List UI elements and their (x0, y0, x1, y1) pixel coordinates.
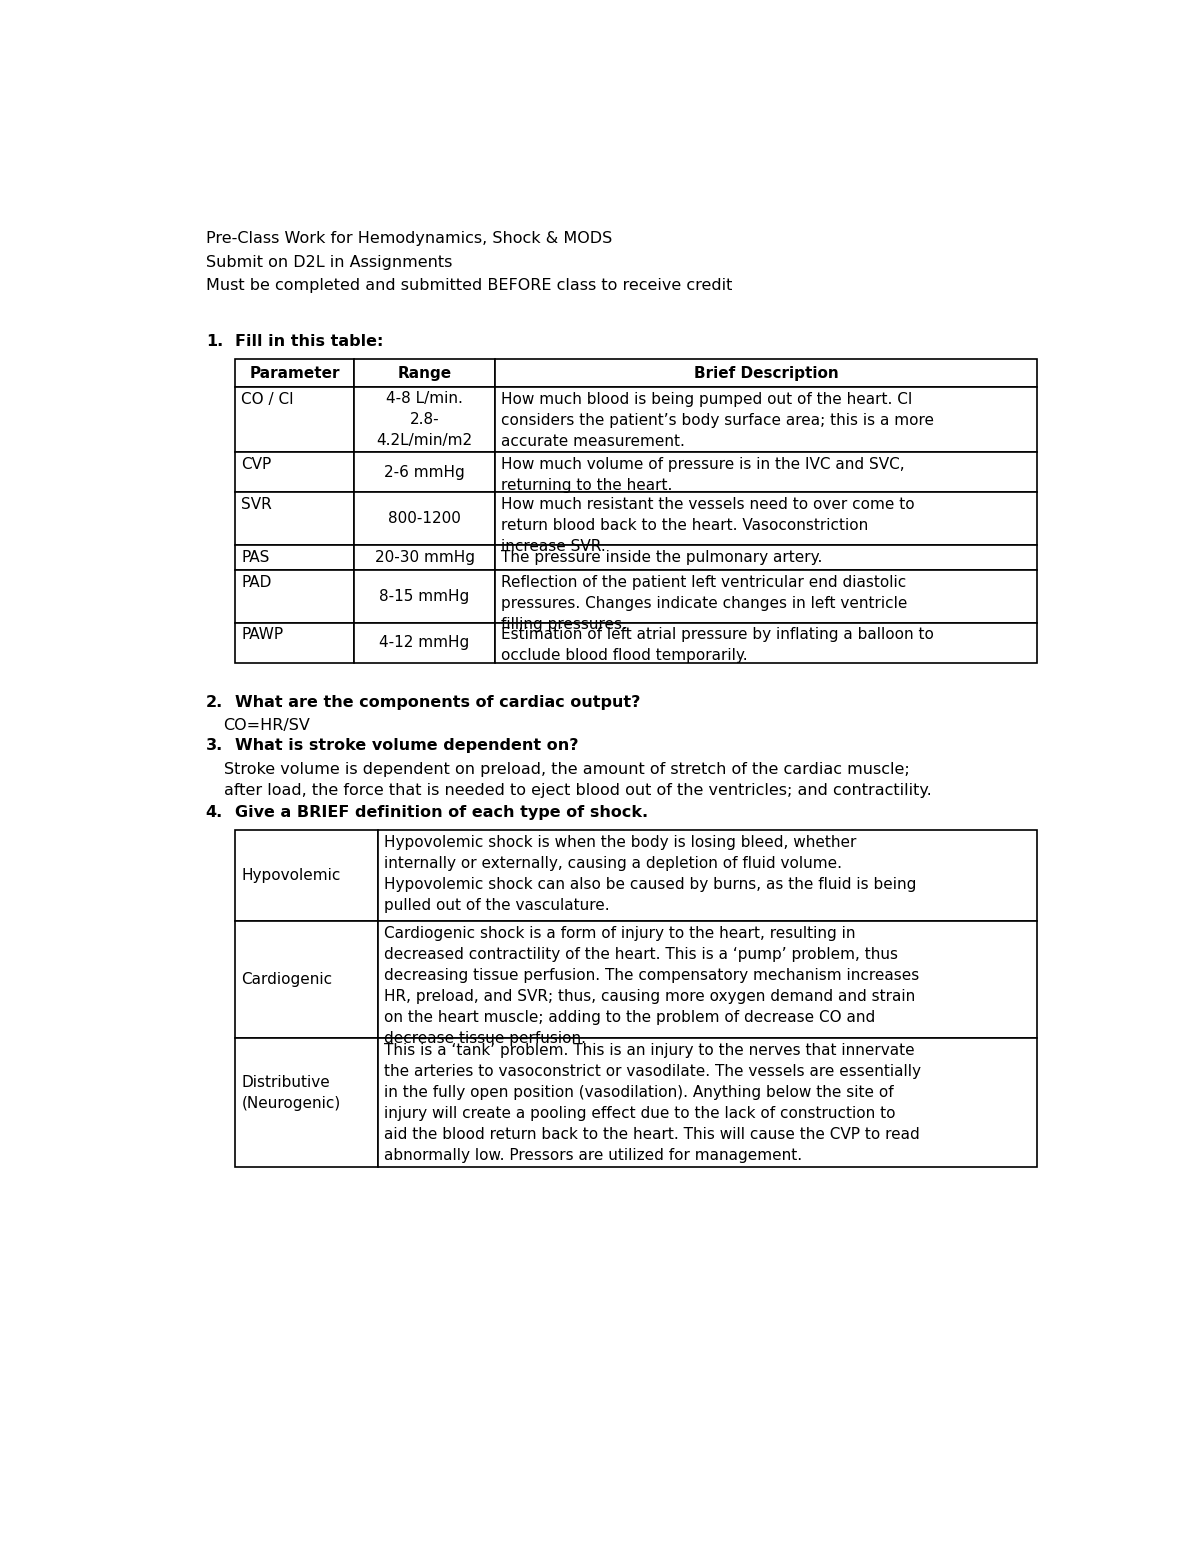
Text: 2-6 mmHg: 2-6 mmHg (384, 464, 464, 480)
Text: 20-30 mmHg: 20-30 mmHg (374, 550, 474, 565)
Text: Stroke volume is dependent on preload, the amount of stretch of the cardiac musc: Stroke volume is dependent on preload, t… (223, 763, 910, 776)
Bar (378, 921, 1037, 1037)
Text: Must be completed and submitted BEFORE class to receive credit: Must be completed and submitted BEFORE c… (206, 278, 732, 294)
Bar (354, 570, 496, 623)
Text: SVR: SVR (241, 497, 272, 512)
Text: PAS: PAS (241, 550, 270, 565)
Bar (354, 359, 496, 387)
Bar (378, 831, 1037, 921)
Text: How much resistant the vessels need to over come to
return blood back to the hea: How much resistant the vessels need to o… (502, 497, 914, 554)
Bar (496, 387, 1037, 452)
Bar (496, 545, 1037, 570)
Bar (354, 387, 496, 452)
Bar (378, 1037, 1037, 1168)
Bar (235, 921, 378, 1037)
Bar (235, 831, 378, 921)
Text: The pressure inside the pulmonary artery.: The pressure inside the pulmonary artery… (502, 550, 823, 565)
Text: Distributive
(Neurogenic): Distributive (Neurogenic) (241, 1075, 341, 1110)
Bar (235, 387, 354, 452)
Text: Cardiogenic: Cardiogenic (241, 972, 332, 988)
Bar (354, 545, 496, 570)
Text: 4-8 L/min.
2.8-
4.2L/min/m2: 4-8 L/min. 2.8- 4.2L/min/m2 (377, 391, 473, 449)
Bar (235, 570, 354, 623)
Text: Reflection of the patient left ventricular end diastolic
pressures. Changes indi: Reflection of the patient left ventricul… (502, 575, 907, 632)
Text: PAWP: PAWP (241, 627, 283, 643)
Bar (496, 452, 1037, 492)
Text: PAD: PAD (241, 575, 272, 590)
Bar (354, 452, 496, 492)
Text: 3.: 3. (206, 738, 223, 753)
Text: Parameter: Parameter (250, 365, 340, 380)
Bar (496, 623, 1037, 663)
Text: Pre-Class Work for Hemodynamics, Shock & MODS: Pre-Class Work for Hemodynamics, Shock &… (206, 231, 612, 245)
Text: Range: Range (397, 365, 451, 380)
Text: How much blood is being pumped out of the heart. CI
considers the patient’s body: How much blood is being pumped out of th… (502, 391, 935, 449)
Text: CVP: CVP (241, 457, 271, 472)
Bar (496, 359, 1037, 387)
Text: Hypovolemic: Hypovolemic (241, 868, 341, 884)
Bar (235, 452, 354, 492)
Bar (496, 570, 1037, 623)
Text: 4-12 mmHg: 4-12 mmHg (379, 635, 469, 651)
Text: What is stroke volume dependent on?: What is stroke volume dependent on? (235, 738, 578, 753)
Bar (235, 359, 354, 387)
Text: Submit on D2L in Assignments: Submit on D2L in Assignments (206, 255, 452, 270)
Text: 8-15 mmHg: 8-15 mmHg (379, 589, 469, 604)
Bar (354, 623, 496, 663)
Text: Fill in this table:: Fill in this table: (235, 334, 384, 349)
Text: 2.: 2. (206, 694, 223, 710)
Bar (235, 623, 354, 663)
Text: This is a ‘tank’ problem. This is an injury to the nerves that innervate
the art: This is a ‘tank’ problem. This is an inj… (384, 1044, 922, 1163)
Text: Cardiogenic shock is a form of injury to the heart, resulting in
decreased contr: Cardiogenic shock is a form of injury to… (384, 926, 919, 1047)
Text: Brief Description: Brief Description (694, 365, 839, 380)
Bar (235, 492, 354, 545)
Text: Estimation of left atrial pressure by inflating a balloon to
occlude blood flood: Estimation of left atrial pressure by in… (502, 627, 935, 663)
Text: CO / CI: CO / CI (241, 391, 294, 407)
Text: CO=HR/SV: CO=HR/SV (223, 719, 311, 733)
Bar (496, 492, 1037, 545)
Text: after load, the force that is needed to eject blood out of the ventricles; and c: after load, the force that is needed to … (223, 783, 931, 798)
Bar (354, 492, 496, 545)
Bar (235, 545, 354, 570)
Text: 1.: 1. (206, 334, 223, 349)
Text: Hypovolemic shock is when the body is losing bleed, whether
internally or extern: Hypovolemic shock is when the body is lo… (384, 836, 917, 913)
Text: How much volume of pressure is in the IVC and SVC,
returning to the heart.: How much volume of pressure is in the IV… (502, 457, 905, 494)
Bar (235, 1037, 378, 1168)
Text: Give a BRIEF definition of each type of shock.: Give a BRIEF definition of each type of … (235, 804, 648, 820)
Text: 800-1200: 800-1200 (388, 511, 461, 526)
Text: 4.: 4. (206, 804, 223, 820)
Text: What are the components of cardiac output?: What are the components of cardiac outpu… (235, 694, 641, 710)
